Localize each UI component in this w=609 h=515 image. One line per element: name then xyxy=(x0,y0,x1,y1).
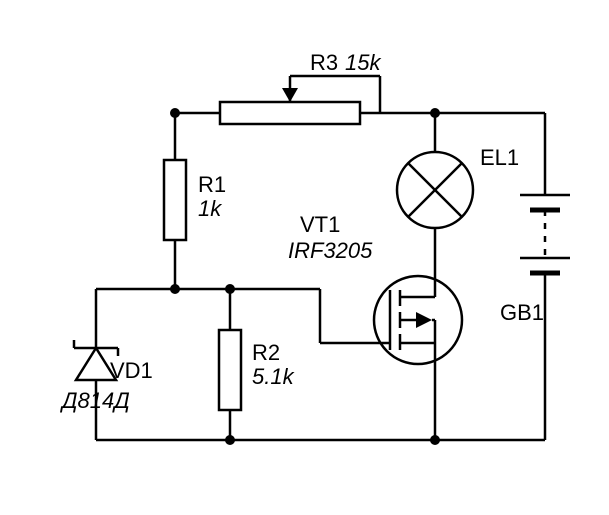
el1-ref: EL1 xyxy=(480,145,519,170)
node xyxy=(225,284,235,294)
r2-ref: R2 xyxy=(252,340,280,365)
vt1-symbol xyxy=(320,270,462,370)
vd1-ref: VD1 xyxy=(110,358,153,383)
vt1-ref: VT1 xyxy=(300,212,340,237)
node xyxy=(430,435,440,445)
r3-wiper-arrow xyxy=(282,88,298,102)
r3-ref: R3 xyxy=(310,50,338,75)
r1-ref: R1 xyxy=(198,172,226,197)
r2-val: 5.1k xyxy=(252,364,295,389)
r2-body xyxy=(219,330,241,410)
node xyxy=(170,284,180,294)
gb1-ref: GB1 xyxy=(500,300,544,325)
r1-val: 1k xyxy=(198,196,222,221)
vt1-val: IRF3205 xyxy=(288,238,373,263)
r1-body xyxy=(164,160,186,240)
node xyxy=(430,108,440,118)
vd1-val: Д814Д xyxy=(59,388,130,413)
r3-body xyxy=(220,102,360,124)
node xyxy=(225,435,235,445)
r3-val: 15k xyxy=(345,50,381,75)
node xyxy=(170,108,180,118)
